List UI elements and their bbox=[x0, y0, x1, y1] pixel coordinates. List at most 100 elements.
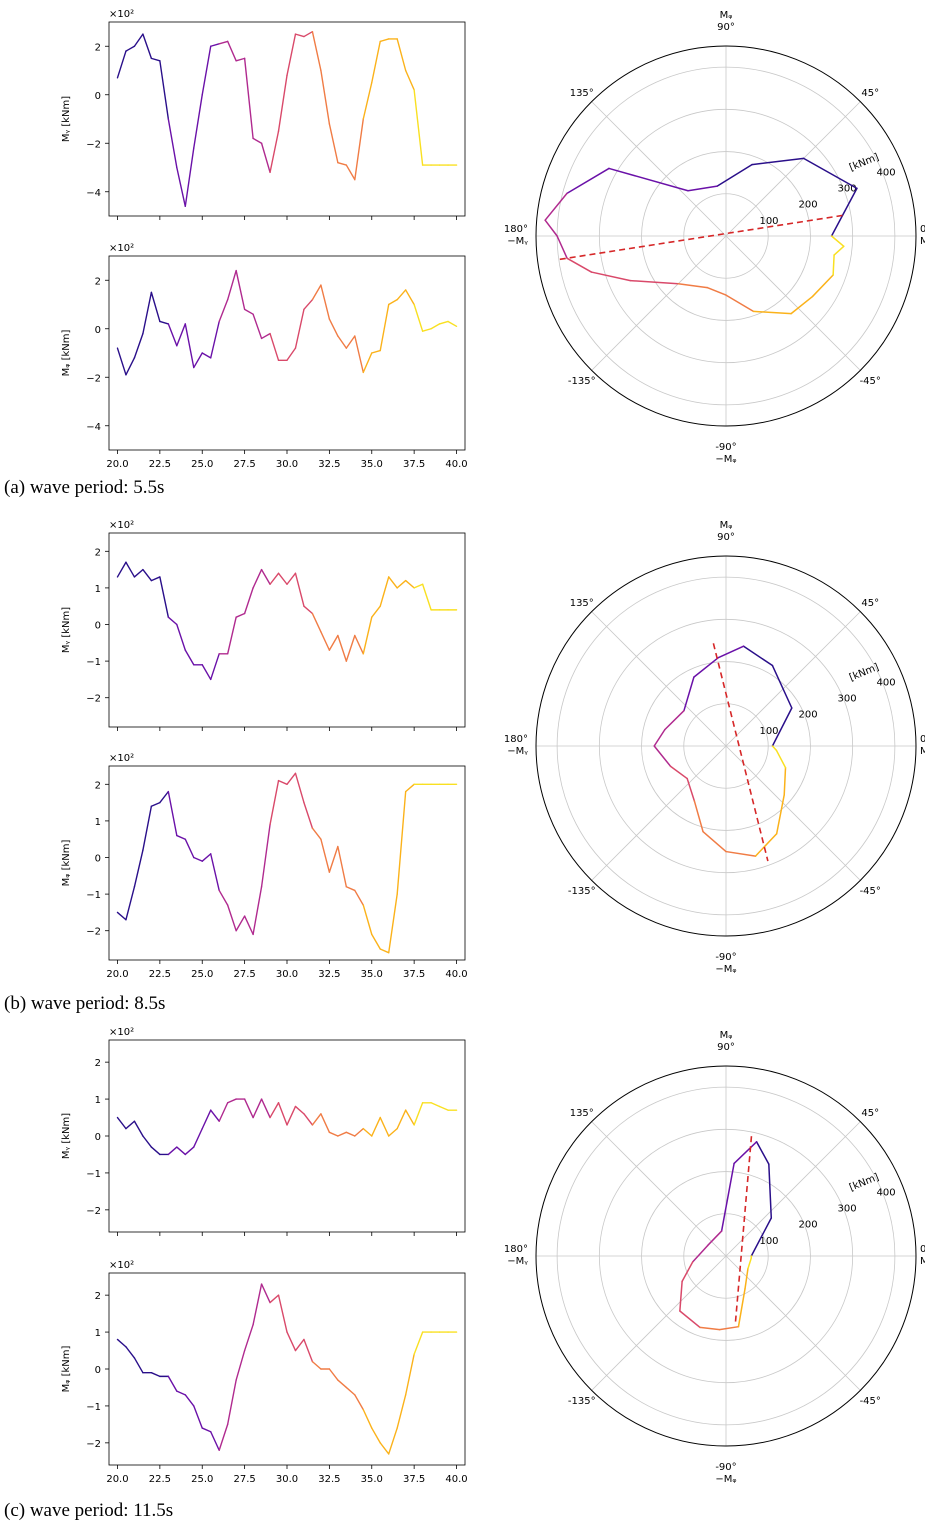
trajectory-segment bbox=[716, 163, 753, 187]
polar-axis-name: −Mᵧ bbox=[507, 746, 528, 757]
series-segment bbox=[396, 579, 407, 589]
series-segment bbox=[286, 1331, 297, 1352]
series-segment bbox=[311, 1113, 322, 1126]
trajectory-segment bbox=[699, 1326, 721, 1331]
polar-angle-label: -45° bbox=[860, 1396, 881, 1407]
y-tick-label: −1 bbox=[86, 890, 101, 901]
series-segment bbox=[116, 561, 127, 578]
series-segment bbox=[404, 1353, 415, 1396]
y-tick-label: 2 bbox=[95, 276, 101, 287]
x-tick-label: 22.5 bbox=[149, 969, 171, 980]
series-segment bbox=[116, 50, 127, 79]
series-segment bbox=[159, 576, 170, 618]
trajectory-segment bbox=[775, 794, 785, 835]
polar-angle-label: 0° bbox=[920, 734, 925, 745]
series-segment bbox=[362, 1408, 373, 1429]
series-segment bbox=[226, 1379, 237, 1426]
series-segment bbox=[252, 313, 263, 340]
series-segment bbox=[142, 33, 153, 60]
series-segment bbox=[159, 790, 170, 804]
series-segment bbox=[201, 664, 212, 681]
series-segment bbox=[193, 352, 203, 369]
series-segment bbox=[421, 328, 432, 332]
x-tick-label: 32.5 bbox=[318, 1474, 340, 1485]
ring-label: 100 bbox=[759, 726, 778, 737]
x-tick-label: 40.0 bbox=[445, 459, 467, 470]
series-segment bbox=[243, 915, 254, 936]
series-segment bbox=[371, 40, 381, 84]
polar-angle-label: 45° bbox=[861, 598, 879, 609]
trajectory-segment bbox=[790, 295, 814, 315]
series-segment bbox=[243, 57, 254, 140]
series-segment bbox=[226, 269, 237, 301]
series-segment bbox=[252, 886, 263, 936]
series-segment bbox=[193, 856, 203, 862]
axis-multiplier: ×10² bbox=[109, 520, 134, 531]
polar-angle-label: 180° bbox=[504, 1244, 528, 1255]
series-segment bbox=[303, 1338, 314, 1363]
series-segment bbox=[260, 142, 271, 174]
series-segment bbox=[404, 1109, 415, 1126]
series-segment bbox=[184, 1394, 195, 1407]
series-segment bbox=[125, 561, 136, 578]
series-segment bbox=[210, 1109, 220, 1122]
series-segment bbox=[413, 89, 424, 166]
line-chart-a-1: 2 0 −2 −4 20.0 22.5 25.0 27.5 30.0 32.5 35.0 37.5 40… bbox=[61, 243, 468, 470]
series-segment bbox=[328, 1131, 339, 1137]
y-tick-label: 2 bbox=[95, 42, 101, 53]
series-segment bbox=[286, 33, 297, 77]
y-tick-label: 0 bbox=[95, 621, 101, 632]
caption-a: (a) wave period: 5.5s bbox=[4, 477, 165, 498]
series-segment bbox=[269, 332, 280, 361]
series-segment bbox=[371, 349, 381, 354]
series-segment bbox=[413, 303, 424, 332]
trajectory-segment bbox=[590, 271, 632, 282]
axis-multiplier: ×10² bbox=[109, 9, 134, 20]
y-tick-label: 1 bbox=[95, 817, 101, 828]
trajectory-segment bbox=[830, 187, 858, 237]
series-segment bbox=[235, 915, 246, 932]
series-segment bbox=[371, 605, 381, 618]
angular-gridline bbox=[725, 235, 861, 371]
x-tick-label: 32.5 bbox=[318, 969, 340, 980]
y-tick-label: −1 bbox=[86, 1402, 101, 1413]
series-segment bbox=[447, 320, 458, 328]
series-segment bbox=[277, 1294, 288, 1333]
polar-chart-a: 100200300400[kNm]0°Mᵧ45°Mᵩ90°135°180°−Mᵧ… bbox=[504, 10, 925, 465]
series-segment bbox=[328, 634, 339, 651]
series-segment bbox=[379, 38, 390, 43]
series-segment bbox=[396, 1394, 407, 1429]
polar-frame bbox=[535, 1065, 917, 1447]
x-tick-label: 35.0 bbox=[361, 459, 383, 470]
polar-chart-c: 100200300400[kNm]0°Mᵧ45°Mᵩ90°135°180°−Mᵧ… bbox=[504, 1030, 925, 1485]
series-segment bbox=[210, 1431, 220, 1451]
trajectory-segment bbox=[771, 745, 778, 752]
x-tick-label: 22.5 bbox=[149, 459, 171, 470]
trajectory-segment bbox=[608, 167, 689, 192]
y-tick-label: 0 bbox=[95, 91, 101, 102]
series-segment bbox=[362, 1127, 373, 1137]
series-segment bbox=[269, 572, 280, 585]
series-segment bbox=[421, 583, 432, 611]
x-tick-label: 37.5 bbox=[403, 459, 425, 470]
plot-frame bbox=[108, 532, 466, 728]
x-tick-label: 25.0 bbox=[191, 1474, 213, 1485]
x-tick-label: 40.0 bbox=[445, 1474, 467, 1485]
angular-gridline bbox=[591, 101, 727, 237]
trajectory-segment bbox=[677, 283, 708, 289]
reference-dashed-line bbox=[712, 643, 769, 862]
polar-angle-label: -90° bbox=[715, 442, 736, 453]
polar-axis-name: −Mᵩ bbox=[715, 1474, 736, 1485]
series-segment bbox=[150, 291, 161, 323]
trajectory-segment bbox=[755, 1141, 770, 1165]
line-chart-c-5: 2 1 0 −1 −2 20.0 22.5 25.0 27.5 30.0 32.5 35.0 37.5 4… bbox=[61, 1260, 468, 1485]
polar-angle-label: -45° bbox=[860, 376, 881, 387]
x-tick-label: 25.0 bbox=[191, 459, 213, 470]
series-segment bbox=[354, 335, 364, 374]
axis-multiplier: ×10² bbox=[109, 243, 134, 254]
series-segment bbox=[260, 1098, 271, 1119]
series-segment bbox=[337, 335, 348, 349]
series-segment bbox=[260, 332, 271, 340]
axis-multiplier: ×10² bbox=[109, 1260, 134, 1271]
series-segment bbox=[277, 572, 288, 585]
